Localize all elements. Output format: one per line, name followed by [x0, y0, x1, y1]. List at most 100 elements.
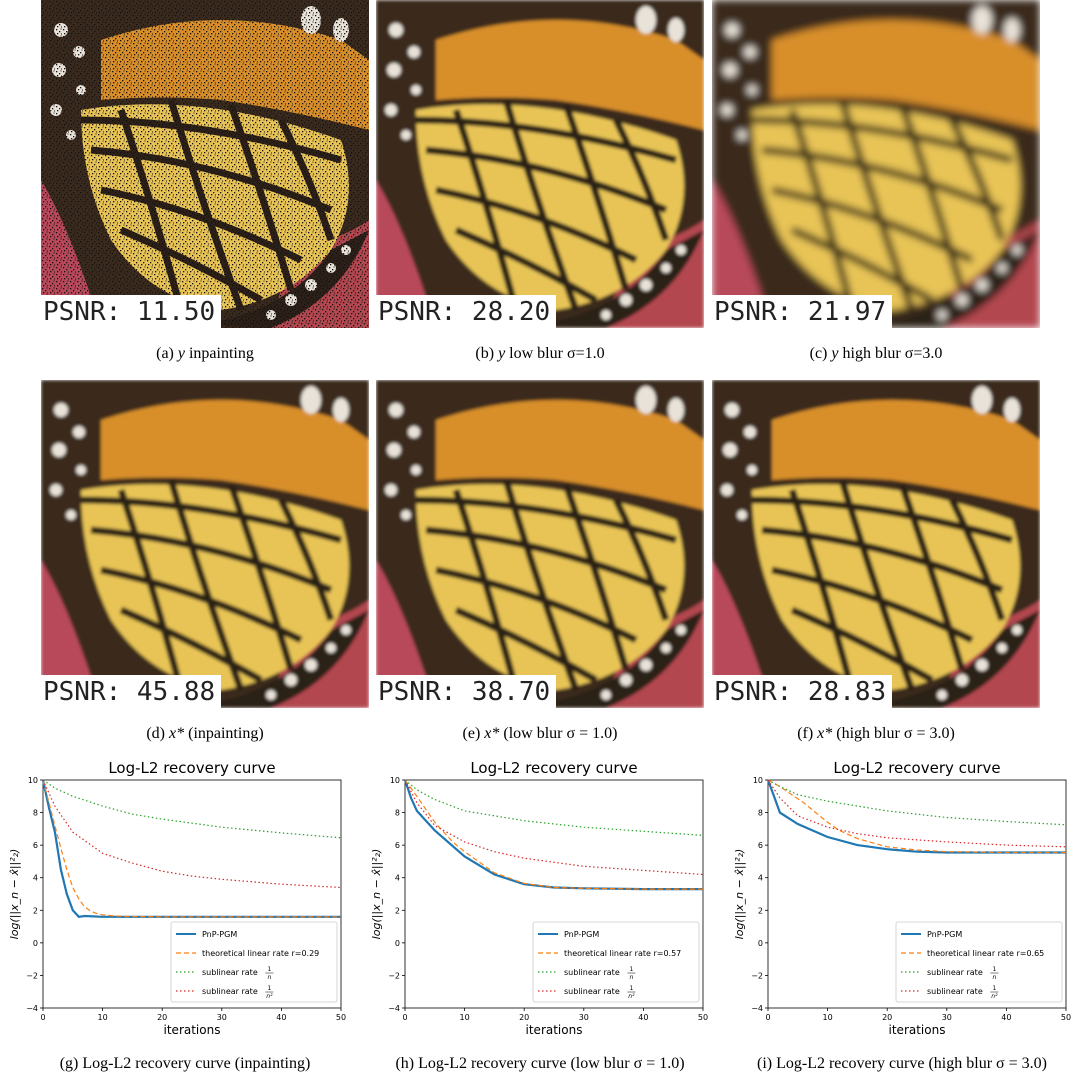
y-tick-label: −4	[388, 1004, 400, 1013]
x-tick-label: 30	[217, 1013, 227, 1022]
series-line	[767, 779, 1067, 826]
y-tick-label: −4	[751, 1004, 763, 1013]
y-tick-label: 10	[390, 776, 400, 785]
x-tick-label: 0	[40, 1013, 45, 1022]
series-line	[42, 779, 342, 839]
legend-label: PnP-PGM	[202, 930, 237, 939]
legend-frac-num: 1	[629, 966, 633, 973]
butterfly-image-noisy	[41, 0, 369, 328]
y-tick-label: −2	[26, 971, 38, 980]
series-line	[41, 779, 341, 918]
legend-label: sublinear rate	[927, 987, 983, 996]
plot-frame	[767, 779, 1067, 1009]
butterfly-image-blur-low	[376, 0, 704, 328]
x-tick-label: 10	[460, 1013, 470, 1022]
x-tick-label: 40	[638, 1013, 648, 1022]
panel-y-high-blur: PSNR: 21.97	[712, 0, 1040, 328]
panel-x-inpainting: PSNR: 45.88	[41, 380, 369, 708]
series-line	[404, 779, 704, 836]
chart-title: Log-L2 recovery curve	[470, 759, 637, 777]
chart-svg: Log-L2 recovery curve 0 10 20 30 40 50 −4 −2 0 2 4 6…	[733, 759, 1071, 1037]
chart-inpainting: Log-L2 recovery curve 0 10 20 30 40 50 −4 −2 0 2 4 6…	[6, 758, 346, 1037]
y-tick-label: 4	[395, 874, 400, 883]
legend-frac-den: n²	[628, 993, 635, 1000]
psnr-label: PSNR: 28.83	[712, 675, 893, 708]
x-tick-label: 0	[402, 1013, 407, 1022]
legend-label: theoretical linear rate r=0.57	[564, 949, 681, 958]
legend-box	[170, 921, 338, 1003]
y-axis-label: log(||x_n − x̂||²₂)	[733, 849, 746, 940]
y-tick-label: 6	[395, 841, 400, 850]
chart-title: Log-L2 recovery curve	[108, 759, 275, 777]
butterfly-image-restored	[376, 380, 704, 708]
legend-label: PnP-PGM	[927, 930, 962, 939]
butterfly-image-restored	[712, 380, 1040, 708]
y-tick-label: 4	[758, 874, 763, 883]
psnr-label: PSNR: 45.88	[41, 675, 222, 708]
caption-i: (i) Log-L2 recovery curve (high blur σ =…	[757, 1055, 1047, 1072]
x-tick-label: 40	[1001, 1013, 1011, 1022]
psnr-label: PSNR: 38.70	[376, 675, 557, 708]
x-tick-label: 30	[942, 1013, 952, 1022]
series-line	[403, 779, 703, 891]
legend-frac-den: n²	[266, 993, 273, 1000]
y-axis-label: log(||x_n − x̂||²₂)	[8, 849, 21, 940]
y-tick-label: 8	[758, 809, 763, 818]
chart-svg: Log-L2 recovery curve 0 10 20 30 40 50 −4 −2 0 2 4 6…	[8, 759, 346, 1037]
chart-svg: Log-L2 recovery curve 0 10 20 30 40 50 −4 −2 0 2 4 6…	[370, 759, 708, 1037]
legend-box	[532, 921, 700, 1003]
legend-label: sublinear rate	[202, 987, 258, 996]
x-tick-label: 20	[882, 1013, 892, 1022]
y-tick-label: 0	[33, 939, 38, 948]
chart-title: Log-L2 recovery curve	[833, 759, 1000, 777]
butterfly-image-restored	[41, 380, 369, 708]
caption-a: (a) y inpainting	[156, 345, 254, 362]
y-tick-label: 8	[33, 809, 38, 818]
psnr-label: PSNR: 11.50	[41, 295, 222, 328]
y-tick-label: 6	[758, 841, 763, 850]
caption-c: (c) y high blur σ=3.0	[809, 345, 943, 362]
x-tick-label: 0	[765, 1013, 770, 1022]
legend-frac-num: 1	[992, 966, 996, 973]
legend-label: sublinear rate	[202, 968, 258, 977]
x-axis-label: iterations	[526, 1023, 583, 1037]
panel-y-inpainting: PSNR: 11.50	[41, 0, 369, 328]
caption-h: (h) Log-L2 recovery curve (low blur σ = …	[395, 1055, 685, 1072]
plot-frame	[42, 779, 342, 1009]
x-tick-label: 50	[1061, 1013, 1071, 1022]
series-line	[767, 779, 1067, 848]
legend-frac-den: n²	[991, 993, 998, 1000]
panel-y-low-blur: PSNR: 28.20	[376, 0, 704, 328]
y-tick-label: 8	[395, 809, 400, 818]
legend-frac-num: 1	[992, 985, 996, 992]
chart-high-blur: Log-L2 recovery curve 0 10 20 30 40 50 −4 −2 0 2 4 6…	[731, 758, 1071, 1037]
legend-frac-num: 1	[629, 985, 633, 992]
psnr-label: PSNR: 28.20	[376, 295, 557, 328]
series-line	[766, 779, 1066, 854]
caption-g: (g) Log-L2 recovery curve (inpainting)	[59, 1055, 311, 1072]
y-tick-label: 6	[33, 841, 38, 850]
caption-b: (b) y low blur σ=1.0	[475, 345, 605, 362]
x-tick-label: 20	[519, 1013, 529, 1022]
y-tick-label: 10	[753, 776, 763, 785]
x-axis-label: iterations	[889, 1023, 946, 1037]
legend-frac-num: 1	[267, 966, 271, 973]
caption-f: (f) x* (high blur σ = 3.0)	[797, 725, 955, 742]
x-axis-label: iterations	[164, 1023, 221, 1037]
y-tick-label: 0	[758, 939, 763, 948]
legend-label: PnP-PGM	[564, 930, 599, 939]
y-tick-label: 2	[395, 906, 400, 915]
y-tick-label: −4	[26, 1004, 38, 1013]
legend-label: sublinear rate	[564, 968, 620, 977]
y-tick-label: −2	[751, 971, 763, 980]
panel-x-high-blur: PSNR: 28.83	[712, 380, 1040, 708]
series-line	[404, 779, 704, 876]
x-tick-label: 30	[579, 1013, 589, 1022]
panel-x-low-blur: PSNR: 38.70	[376, 380, 704, 708]
y-tick-label: 2	[758, 906, 763, 915]
plot-frame	[404, 779, 704, 1009]
series-line	[767, 779, 1066, 854]
chart-low-blur: Log-L2 recovery curve 0 10 20 30 40 50 −4 −2 0 2 4 6…	[368, 758, 708, 1037]
x-tick-label: 50	[698, 1013, 708, 1022]
x-tick-label: 50	[336, 1013, 346, 1022]
